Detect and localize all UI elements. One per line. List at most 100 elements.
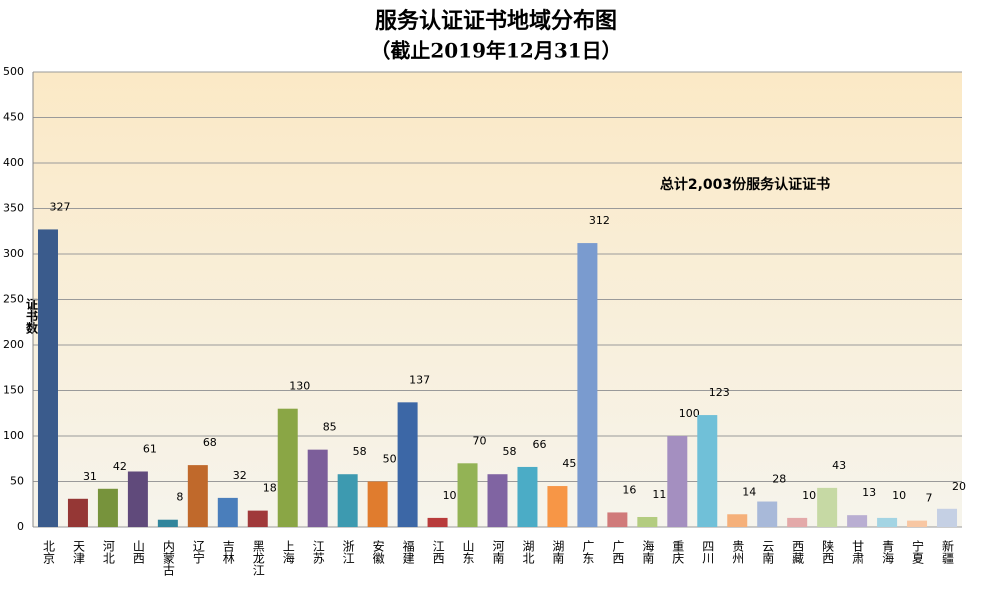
bar xyxy=(337,474,358,527)
data-label: 61 xyxy=(143,442,157,455)
x-tick-label: 江苏 xyxy=(311,540,325,564)
data-label: 66 xyxy=(532,438,546,451)
x-tick-label: 贵州 xyxy=(731,540,745,564)
bar xyxy=(607,512,628,527)
data-label: 85 xyxy=(323,421,337,434)
bar xyxy=(727,514,748,527)
bar xyxy=(547,486,568,527)
bar xyxy=(487,474,508,527)
x-tick-label: 北京 xyxy=(41,540,55,565)
data-label: 327 xyxy=(49,200,70,213)
x-tick-label: 陕西 xyxy=(821,539,835,564)
data-label: 137 xyxy=(409,373,430,386)
bar xyxy=(787,517,808,527)
x-tick-label: 广西 xyxy=(611,540,625,564)
data-label: 45 xyxy=(562,457,576,470)
x-tick-label: 重庆 xyxy=(671,540,685,564)
data-label: 50 xyxy=(383,453,397,466)
bar xyxy=(397,402,418,527)
data-label: 20 xyxy=(952,480,966,493)
bar xyxy=(277,408,298,527)
data-label: 28 xyxy=(772,473,786,486)
data-label: 130 xyxy=(289,380,310,393)
bar xyxy=(157,519,178,527)
data-label: 32 xyxy=(233,469,247,482)
y-tick-label: 150 xyxy=(3,384,24,397)
bar xyxy=(367,481,388,527)
data-label: 10 xyxy=(892,489,906,502)
bar xyxy=(217,497,238,527)
bar xyxy=(697,415,718,527)
bar xyxy=(247,510,268,527)
data-label: 100 xyxy=(679,407,700,420)
y-tick-label: 300 xyxy=(3,247,24,260)
x-tick-label: 四川 xyxy=(701,540,715,564)
x-tick-label: 湖北 xyxy=(521,539,535,565)
x-tick-label: 宁夏 xyxy=(911,539,925,564)
data-label: 58 xyxy=(503,445,517,458)
data-label: 16 xyxy=(622,483,636,496)
data-label: 14 xyxy=(742,485,756,498)
chart-title: 服务认证证书地域分布图 xyxy=(375,8,617,34)
x-tick-label: 海南 xyxy=(641,539,655,564)
x-tick-label: 山东 xyxy=(461,540,475,564)
x-tick-label: 安徽 xyxy=(371,539,385,564)
bar xyxy=(67,498,88,527)
bar xyxy=(307,449,328,527)
bar xyxy=(637,516,658,527)
y-axis-label: 证书数 xyxy=(25,298,39,335)
bar xyxy=(757,501,778,527)
data-label: 10 xyxy=(443,489,457,502)
x-tick-label: 云南 xyxy=(761,540,775,564)
annotation: 总计2,003份服务认证证书 xyxy=(660,176,830,193)
bar xyxy=(817,487,838,527)
data-label: 312 xyxy=(589,214,610,227)
data-label: 11 xyxy=(652,488,666,501)
y-tick-label: 500 xyxy=(3,65,24,78)
data-label: 43 xyxy=(832,459,846,472)
data-label: 18 xyxy=(263,482,277,495)
data-label: 42 xyxy=(113,460,127,473)
x-tick-label: 山西 xyxy=(131,540,145,564)
y-tick-label: 400 xyxy=(3,156,24,169)
x-tick-label: 浙江 xyxy=(341,540,355,564)
data-label: 8 xyxy=(176,491,183,504)
bar xyxy=(187,465,208,527)
x-tick-label: 吉林 xyxy=(221,540,235,564)
y-tick-label: 350 xyxy=(3,202,24,215)
bar xyxy=(667,436,688,527)
x-tick-label: 江西 xyxy=(431,540,445,564)
y-tick-label: 200 xyxy=(3,338,24,351)
y-tick-label: 100 xyxy=(3,429,24,442)
bar xyxy=(97,488,118,527)
y-tick-label: 50 xyxy=(10,475,24,488)
x-tick-label: 青海 xyxy=(881,540,895,564)
x-tick-label: 西藏 xyxy=(791,540,805,565)
data-label: 70 xyxy=(473,434,487,447)
bar xyxy=(457,463,478,527)
data-label: 31 xyxy=(83,470,97,483)
data-label: 123 xyxy=(709,386,730,399)
bar xyxy=(847,515,868,527)
bar xyxy=(877,517,898,527)
x-tick-label: 内蒙古 xyxy=(161,540,175,576)
bar xyxy=(517,466,538,527)
x-tick-label: 湖南 xyxy=(551,539,565,564)
x-tick-label: 新疆 xyxy=(941,539,955,564)
bar xyxy=(427,517,448,527)
bar xyxy=(577,243,598,527)
data-label: 58 xyxy=(353,445,367,458)
y-tick-label: 250 xyxy=(3,293,24,306)
x-tick-label: 广东 xyxy=(581,540,595,564)
bar xyxy=(907,520,928,527)
data-label: 10 xyxy=(802,489,816,502)
bar xyxy=(37,229,58,527)
x-tick-label: 上海 xyxy=(281,540,295,564)
x-tick-label: 河南 xyxy=(491,540,505,564)
x-tick-label: 黑龙江 xyxy=(251,540,265,576)
y-tick-label: 450 xyxy=(3,111,24,124)
y-tick-label: 0 xyxy=(17,520,24,533)
x-tick-label: 福建 xyxy=(401,539,415,565)
x-tick-label: 甘肃 xyxy=(851,540,865,565)
